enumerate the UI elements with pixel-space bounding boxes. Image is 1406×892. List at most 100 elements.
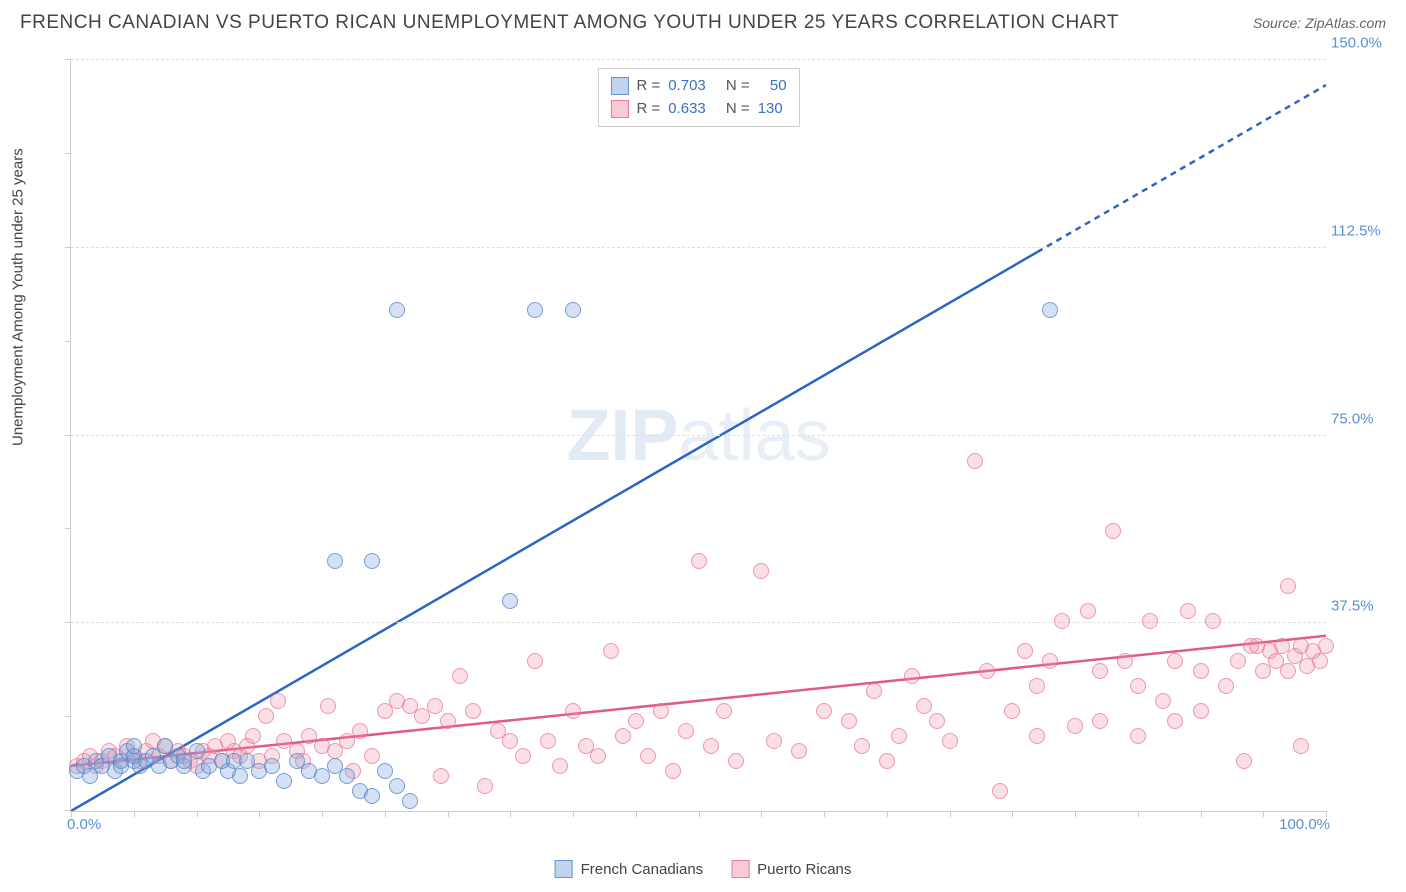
scatter-point-pink (1280, 663, 1296, 679)
legend-swatch-pink-icon (731, 860, 749, 878)
chart-container: ZIPatlas R = 0.703 N = 50 R = 0.633 N = … (50, 50, 1386, 842)
x-axis-max-label: 100.0% (1279, 816, 1330, 833)
scatter-point-pink (1029, 678, 1045, 694)
scatter-point-pink (1092, 713, 1108, 729)
y-axis-label: 37.5% (1331, 598, 1381, 615)
legend-label-blue: French Canadians (581, 861, 704, 878)
scatter-point-pink (665, 763, 681, 779)
scatter-point-pink (766, 733, 782, 749)
scatter-point-pink (1054, 613, 1070, 629)
scatter-point-pink (640, 748, 656, 764)
r-value-blue: 0.703 (668, 75, 706, 98)
y-axis-label: 150.0% (1331, 35, 1381, 52)
scatter-point-pink (590, 748, 606, 764)
source-name: ZipAtlas.com (1305, 15, 1386, 31)
scatter-point-pink (502, 733, 518, 749)
x-tick (761, 811, 762, 817)
scatter-point-blue (339, 768, 355, 784)
scatter-point-pink (1092, 663, 1108, 679)
x-tick (699, 811, 700, 817)
scatter-point-pink (942, 733, 958, 749)
stats-row-pink: R = 0.633 N = 130 (610, 98, 786, 121)
y-tick (65, 153, 71, 154)
scatter-point-pink (904, 668, 920, 684)
scatter-point-blue (527, 302, 543, 318)
scatter-point-pink (691, 553, 707, 569)
x-tick (636, 811, 637, 817)
scatter-point-blue (502, 593, 518, 609)
scatter-point-pink (245, 728, 261, 744)
scatter-point-pink (1318, 638, 1334, 654)
plot-area: ZIPatlas R = 0.703 N = 50 R = 0.633 N = … (70, 60, 1326, 812)
x-tick (259, 811, 260, 817)
x-axis-min-label: 0.0% (67, 816, 101, 833)
scatter-point-pink (979, 663, 995, 679)
scatter-point-pink (653, 703, 669, 719)
r-label-blue: R = (636, 75, 660, 98)
x-tick (385, 811, 386, 817)
scatter-point-pink (716, 703, 732, 719)
legend-item-blue: French Canadians (555, 860, 704, 878)
legend-label-pink: Puerto Ricans (757, 861, 851, 878)
scatter-point-pink (433, 768, 449, 784)
scatter-point-pink (1155, 693, 1171, 709)
y-axis-label: 112.5% (1331, 222, 1381, 239)
scatter-point-pink (258, 708, 274, 724)
scatter-point-pink (1193, 663, 1209, 679)
scatter-point-pink (1218, 678, 1234, 694)
scatter-point-pink (992, 783, 1008, 799)
scatter-point-pink (1193, 703, 1209, 719)
x-tick (134, 811, 135, 817)
scatter-point-pink (452, 668, 468, 684)
scatter-point-pink (1167, 713, 1183, 729)
r-label-pink: R = (636, 98, 660, 121)
scatter-point-pink (1180, 603, 1196, 619)
x-tick (1075, 811, 1076, 817)
watermark-light: atlas (678, 396, 830, 476)
scatter-point-pink (703, 738, 719, 754)
y-tick (65, 528, 71, 529)
scatter-point-pink (891, 728, 907, 744)
x-tick (887, 811, 888, 817)
x-tick (824, 811, 825, 817)
scatter-point-pink (270, 693, 286, 709)
scatter-point-pink (527, 653, 543, 669)
y-tick (65, 810, 71, 811)
r-value-pink: 0.633 (668, 98, 706, 121)
scatter-point-pink (364, 748, 380, 764)
y-tick (65, 716, 71, 717)
scatter-point-pink (427, 698, 443, 714)
scatter-point-pink (465, 703, 481, 719)
scatter-point-pink (866, 683, 882, 699)
scatter-point-pink (929, 713, 945, 729)
scatter-point-blue (264, 758, 280, 774)
legend-swatch-blue-icon (555, 860, 573, 878)
scatter-point-pink (440, 713, 456, 729)
scatter-point-pink (477, 778, 493, 794)
y-tick (65, 59, 71, 60)
scatter-point-blue (1042, 302, 1058, 318)
scatter-point-pink (1249, 638, 1265, 654)
grid-line (71, 435, 1326, 436)
n-value-blue: 50 (770, 75, 787, 98)
scatter-point-pink (552, 758, 568, 774)
n-value-pink: 130 (758, 98, 783, 121)
scatter-point-pink (753, 563, 769, 579)
scatter-point-pink (1004, 703, 1020, 719)
scatter-point-pink (791, 743, 807, 759)
scatter-point-pink (1017, 643, 1033, 659)
legend-item-pink: Puerto Ricans (731, 860, 851, 878)
x-tick (322, 811, 323, 817)
x-tick (197, 811, 198, 817)
scatter-point-pink (1130, 678, 1146, 694)
y-tick (65, 435, 71, 436)
scatter-point-blue (327, 553, 343, 569)
source-attribution: Source: ZipAtlas.com (1253, 15, 1386, 31)
y-tick (65, 622, 71, 623)
x-tick (448, 811, 449, 817)
scatter-point-pink (1142, 613, 1158, 629)
scatter-point-pink (1230, 653, 1246, 669)
scatter-point-pink (1080, 603, 1096, 619)
scatter-point-pink (615, 728, 631, 744)
grid-line (71, 59, 1326, 60)
